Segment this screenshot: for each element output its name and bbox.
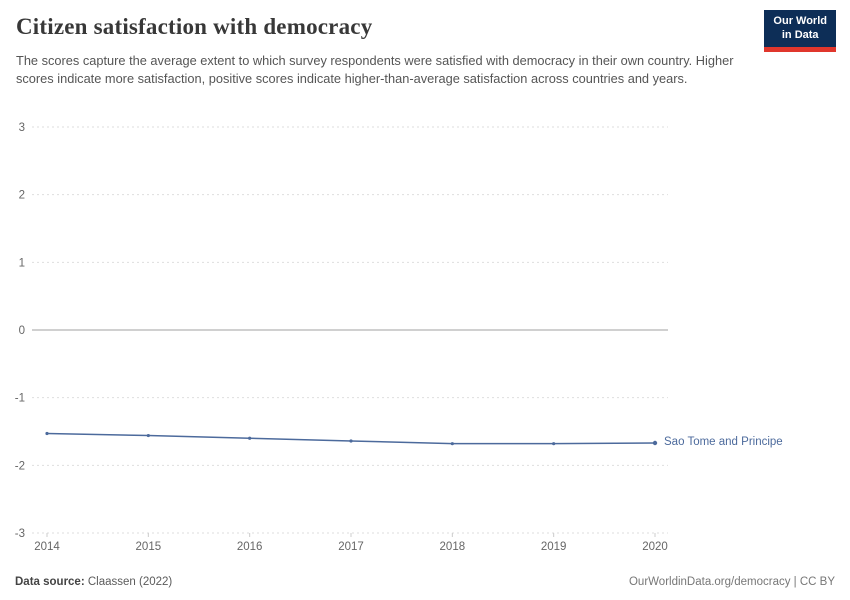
x-tick-label: 2014 — [34, 541, 60, 553]
owid-logo[interactable]: Our World in Data — [764, 10, 836, 52]
y-tick-label: 1 — [19, 257, 25, 269]
x-tick-label: 2015 — [136, 541, 162, 553]
x-tick-label: 2020 — [642, 541, 668, 553]
series-label[interactable]: Sao Tome and Principe — [664, 436, 783, 448]
data-source-label: Data source: — [15, 576, 85, 588]
x-tick-label: 2017 — [338, 541, 364, 553]
y-tick-label: -2 — [15, 460, 25, 472]
x-tick-label: 2018 — [440, 541, 466, 553]
footer-link[interactable]: OurWorldinData.org/democracy | CC BY — [628, 576, 835, 588]
x-tick-label: 2019 — [541, 541, 567, 553]
data-point[interactable] — [450, 442, 454, 446]
data-source-value: Claassen (2022) — [84, 576, 173, 588]
y-tick-label: 2 — [19, 190, 25, 202]
data-point[interactable] — [349, 439, 353, 443]
data-point[interactable] — [146, 433, 150, 438]
data-point[interactable] — [45, 431, 49, 436]
owid-logo-line2: in Data — [781, 28, 819, 41]
data-source: Data source: Claassen (2022) — [15, 576, 172, 588]
data-point[interactable] — [552, 442, 556, 446]
data-point[interactable] — [248, 436, 252, 440]
y-tick-label: -3 — [15, 528, 25, 540]
chart-footer: Data source: Claassen (2022) OurWorldinD… — [0, 576, 850, 588]
chart-title: Citizen satisfaction with democracy — [16, 14, 373, 39]
y-tick-label: 3 — [19, 122, 25, 134]
y-tick-label: 0 — [19, 325, 25, 337]
owid-logo-line1: Our World — [773, 15, 827, 27]
data-point[interactable] — [652, 440, 658, 446]
chart-subtitle: The scores capture the average extent to… — [16, 53, 734, 86]
x-tick-label: 2016 — [237, 541, 263, 553]
y-tick-label: -1 — [15, 393, 25, 405]
